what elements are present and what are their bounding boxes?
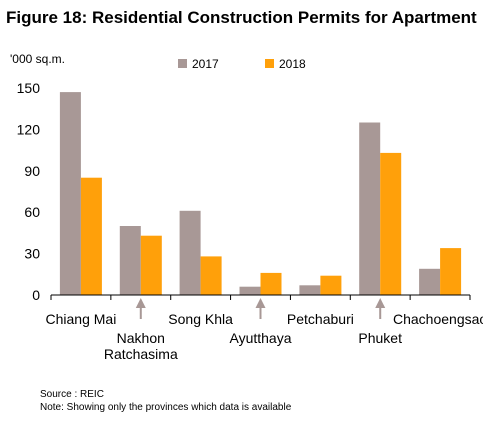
label-arrow-head (375, 298, 386, 308)
bar-2018-5 (380, 152, 402, 295)
legend-label-2018: 2018 (279, 57, 306, 71)
bar-2018-4 (320, 275, 342, 295)
y-axis: '000 sq.m. 0 30 60 90 120 150 (10, 52, 65, 303)
x-category-label: Song Khla (168, 311, 233, 327)
availability-note: Note: Showing only the provinces which d… (40, 402, 292, 413)
x-category-label: Chachoengsao (393, 311, 483, 327)
bar-2017-2 (179, 210, 201, 295)
legend: 2017 2018 (178, 57, 306, 71)
bar-2017-0 (59, 92, 81, 295)
y-tick-label: 90 (24, 163, 40, 179)
label-arrow-head (135, 298, 146, 308)
y-tick-label: 30 (24, 246, 40, 262)
legend-swatch-2017 (178, 59, 187, 68)
bar-2017-1 (119, 226, 141, 295)
legend-label-2017: 2017 (192, 57, 219, 71)
y-tick-label: 150 (17, 80, 41, 96)
bar-2018-6 (440, 248, 462, 295)
chart-title: Figure 18: Residential Construction Perm… (6, 8, 477, 27)
bar-2017-5 (359, 122, 381, 295)
bar-2017-3 (239, 286, 261, 295)
x-category-label: Phuket (358, 330, 402, 346)
x-category-label: Nakhon (117, 330, 165, 346)
y-axis-unit-label: '000 sq.m. (10, 52, 65, 66)
label-arrow-head (255, 298, 266, 308)
bar-2018-3 (260, 272, 282, 295)
bar-2018-0 (80, 177, 102, 295)
bar-2017-4 (299, 285, 321, 295)
source-note: Source : REIC (40, 389, 104, 400)
x-category-label: Ayutthaya (229, 330, 291, 346)
bar-2018-1 (140, 235, 162, 295)
legend-swatch-2018 (265, 59, 274, 68)
x-category-label: Chiang Mai (45, 311, 116, 327)
bar-2017-6 (419, 268, 441, 295)
y-tick-label: 60 (24, 204, 40, 220)
x-category-label: Ratchasima (104, 346, 178, 362)
bar-2018-2 (200, 256, 222, 295)
bars (59, 92, 462, 295)
y-tick-label: 0 (32, 287, 40, 303)
y-tick-label: 120 (17, 121, 41, 137)
x-category-label: Petchaburi (287, 311, 354, 327)
